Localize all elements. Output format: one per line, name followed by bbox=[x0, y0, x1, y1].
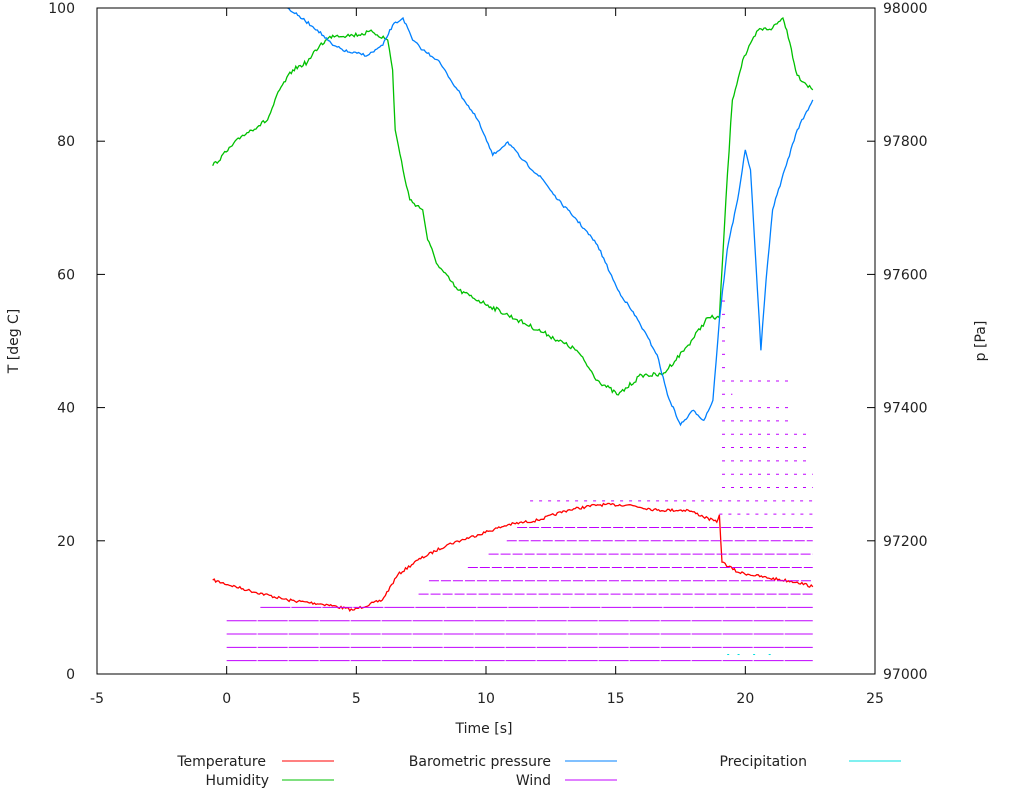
axis-ticks: -5 0 5 10 15 20 25 0 20 40 60 80 100 97000 97200 97400 9… bbox=[48, 1, 927, 707]
legend-label-precipitation: Precipitation bbox=[719, 754, 807, 770]
x-tick-label: 15 bbox=[607, 691, 625, 707]
precipitation-point bbox=[753, 654, 756, 656]
legend-label-temperature: Temperature bbox=[176, 754, 266, 770]
humidity-line bbox=[212, 16, 814, 396]
precipitation-point bbox=[768, 654, 771, 656]
legend-label-barometric-pressure: Barometric pressure bbox=[409, 754, 551, 770]
x-axis-label: Time [s] bbox=[455, 721, 513, 737]
plot-frame bbox=[96, 7, 876, 675]
barometric-pressure-line bbox=[287, 7, 814, 427]
y-tick-label: 40 bbox=[57, 401, 75, 417]
x-tick-label: 20 bbox=[736, 691, 754, 707]
y2-tick-label: 97200 bbox=[883, 534, 928, 550]
legend: Temperature Humidity Barometric pressure Wi… bbox=[176, 754, 901, 789]
y2-tick-label: 97600 bbox=[883, 267, 928, 283]
y-tick-label: 80 bbox=[57, 134, 75, 150]
x-tick-label: -5 bbox=[90, 691, 104, 707]
x-tick-label: 25 bbox=[866, 691, 884, 707]
y-axis-label: T [deg C] bbox=[6, 309, 22, 375]
x-tick-label: 5 bbox=[352, 691, 361, 707]
y2-axis-label: p [Pa] bbox=[973, 321, 989, 362]
y2-tick-label: 97400 bbox=[883, 401, 928, 417]
y-tick-label: 60 bbox=[57, 267, 75, 283]
precipitation-point bbox=[727, 654, 730, 656]
legend-label-humidity: Humidity bbox=[206, 773, 269, 789]
precipitation-point bbox=[737, 654, 740, 656]
y2-tick-label: 97800 bbox=[883, 134, 928, 150]
legend-label-wind: Wind bbox=[516, 773, 551, 789]
y-tick-label: 20 bbox=[57, 534, 75, 550]
x-tick-label: 0 bbox=[222, 691, 231, 707]
y2-tick-label: 97000 bbox=[883, 667, 928, 683]
y-tick-label: 0 bbox=[66, 667, 75, 683]
y2-tick-label: 98000 bbox=[883, 1, 928, 17]
temperature-line bbox=[212, 502, 814, 613]
plot-marks bbox=[212, 7, 814, 662]
x-tick-label: 10 bbox=[477, 691, 495, 707]
y-tick-label: 100 bbox=[48, 1, 75, 17]
